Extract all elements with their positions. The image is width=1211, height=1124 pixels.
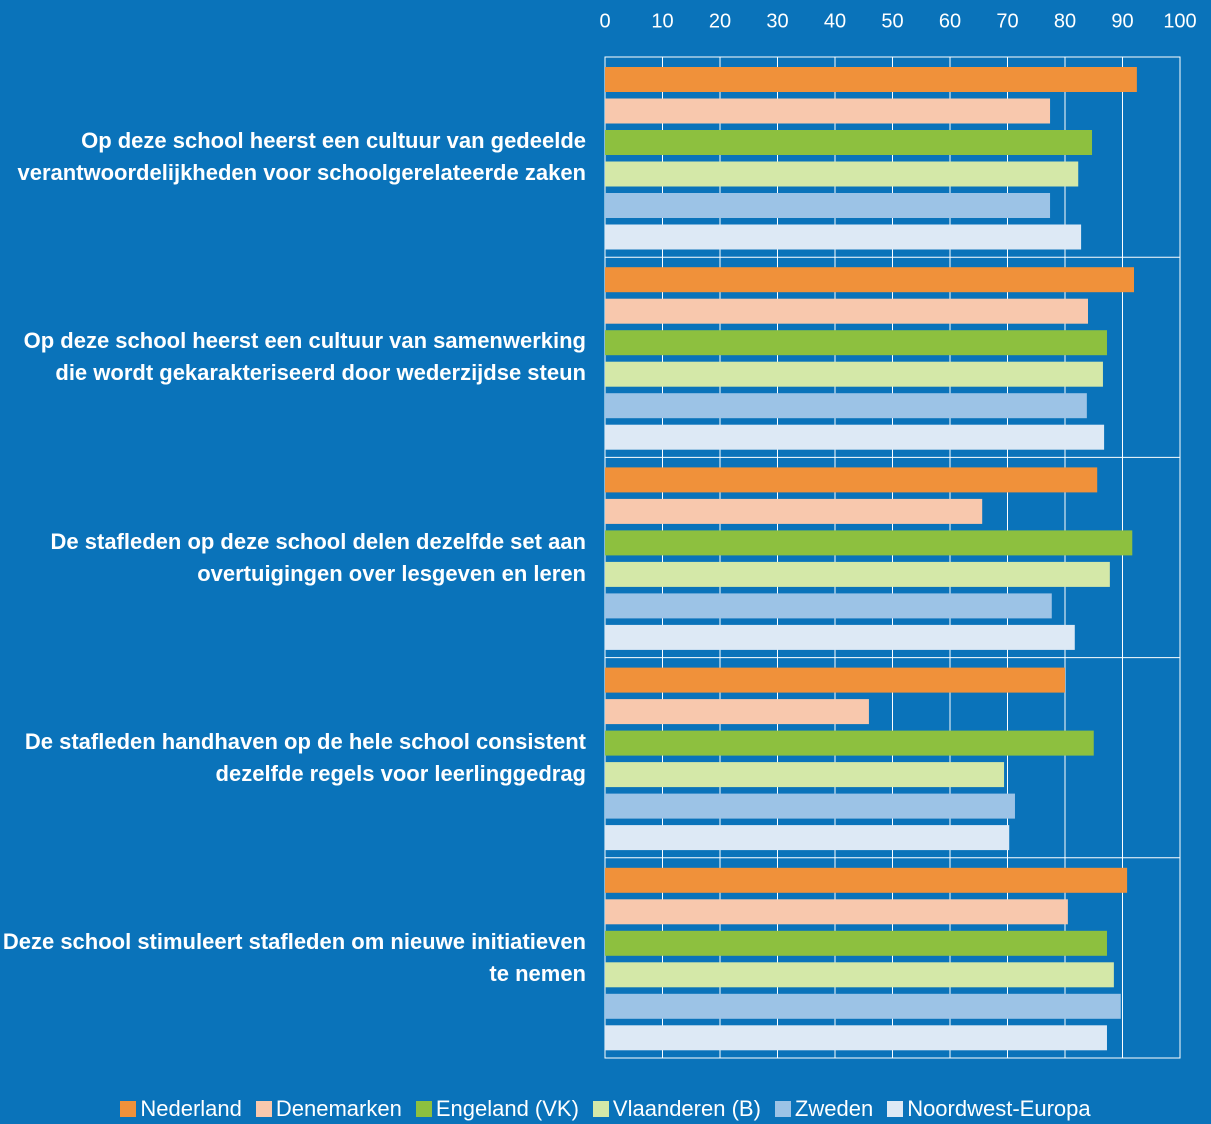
bar — [605, 193, 1051, 218]
x-tick-label: 60 — [939, 10, 961, 32]
bar — [605, 330, 1107, 356]
legend-item: Noordwest-Europa — [887, 1096, 1091, 1122]
legend-label: Nederland — [140, 1096, 242, 1121]
bar — [605, 1025, 1107, 1051]
bar — [605, 825, 1010, 851]
x-tick-label: 0 — [599, 10, 610, 32]
bar — [605, 993, 1121, 1019]
category-label: Deze school stimuleert stafleden om nieu… — [2, 928, 586, 986]
bar — [605, 667, 1065, 693]
bar — [605, 98, 1051, 124]
x-tick-label: 20 — [709, 10, 731, 32]
x-tick-label: 50 — [881, 10, 903, 32]
legend-item: Denemarken — [255, 1096, 402, 1122]
legend-label: Engeland (VK) — [435, 1096, 579, 1121]
legend-label: Vlaanderen (B) — [612, 1096, 761, 1121]
bar — [605, 730, 1094, 756]
bar — [605, 762, 1005, 788]
legend-swatch — [774, 1101, 791, 1117]
bar — [605, 530, 1133, 556]
legend-label: Denemarken — [275, 1096, 402, 1121]
bar — [605, 393, 1087, 419]
legend-item: Nederland — [120, 1096, 242, 1122]
bar — [605, 899, 1068, 925]
x-tick-label: 40 — [824, 10, 846, 32]
x-tick-label: 90 — [1111, 10, 1133, 32]
x-tick-label: 100 — [1163, 10, 1196, 32]
x-tick-label: 30 — [766, 10, 788, 32]
legend-label: Noordwest-Europa — [907, 1096, 1091, 1121]
legend-swatch — [592, 1101, 609, 1117]
bar — [605, 67, 1137, 92]
legend-label: Zweden — [794, 1096, 874, 1121]
legend-item: Vlaanderen (B) — [592, 1096, 761, 1122]
legend-swatch — [120, 1101, 137, 1117]
legend-swatch — [255, 1101, 272, 1117]
category-label: Op deze school heerst een cultuur van ge… — [17, 128, 586, 186]
category-label: De stafleden op deze school delen dezelf… — [50, 528, 586, 586]
plot-border — [604, 56, 1181, 1059]
x-tick-label: 80 — [1054, 10, 1076, 32]
bar — [605, 361, 1103, 387]
legend: Nederland Denemarken Engeland (VK) Vlaander… — [0, 1096, 1211, 1122]
bar — [605, 699, 869, 725]
bar — [605, 130, 1093, 155]
x-tick-label: 10 — [651, 10, 673, 32]
bar — [605, 593, 1052, 619]
legend-item: Engeland (VK) — [415, 1096, 579, 1122]
bar — [605, 962, 1114, 988]
bar — [605, 467, 1098, 493]
bar — [605, 161, 1079, 187]
category-label: Op deze school heerst een cultuur van sa… — [23, 328, 586, 386]
bar — [605, 793, 1015, 819]
x-tick-label: 70 — [996, 10, 1018, 32]
bar — [605, 930, 1107, 956]
bar — [605, 867, 1128, 893]
bar — [605, 624, 1075, 650]
legend-swatch — [415, 1101, 432, 1117]
bar — [605, 424, 1105, 450]
bar — [605, 298, 1088, 324]
bar — [605, 561, 1110, 587]
bar — [605, 224, 1082, 250]
bar — [605, 498, 983, 524]
category-label: De stafleden handhaven op de hele school… — [24, 728, 586, 786]
legend-item: Zweden — [774, 1096, 874, 1122]
legend-swatch — [887, 1101, 904, 1117]
bar — [605, 267, 1134, 293]
